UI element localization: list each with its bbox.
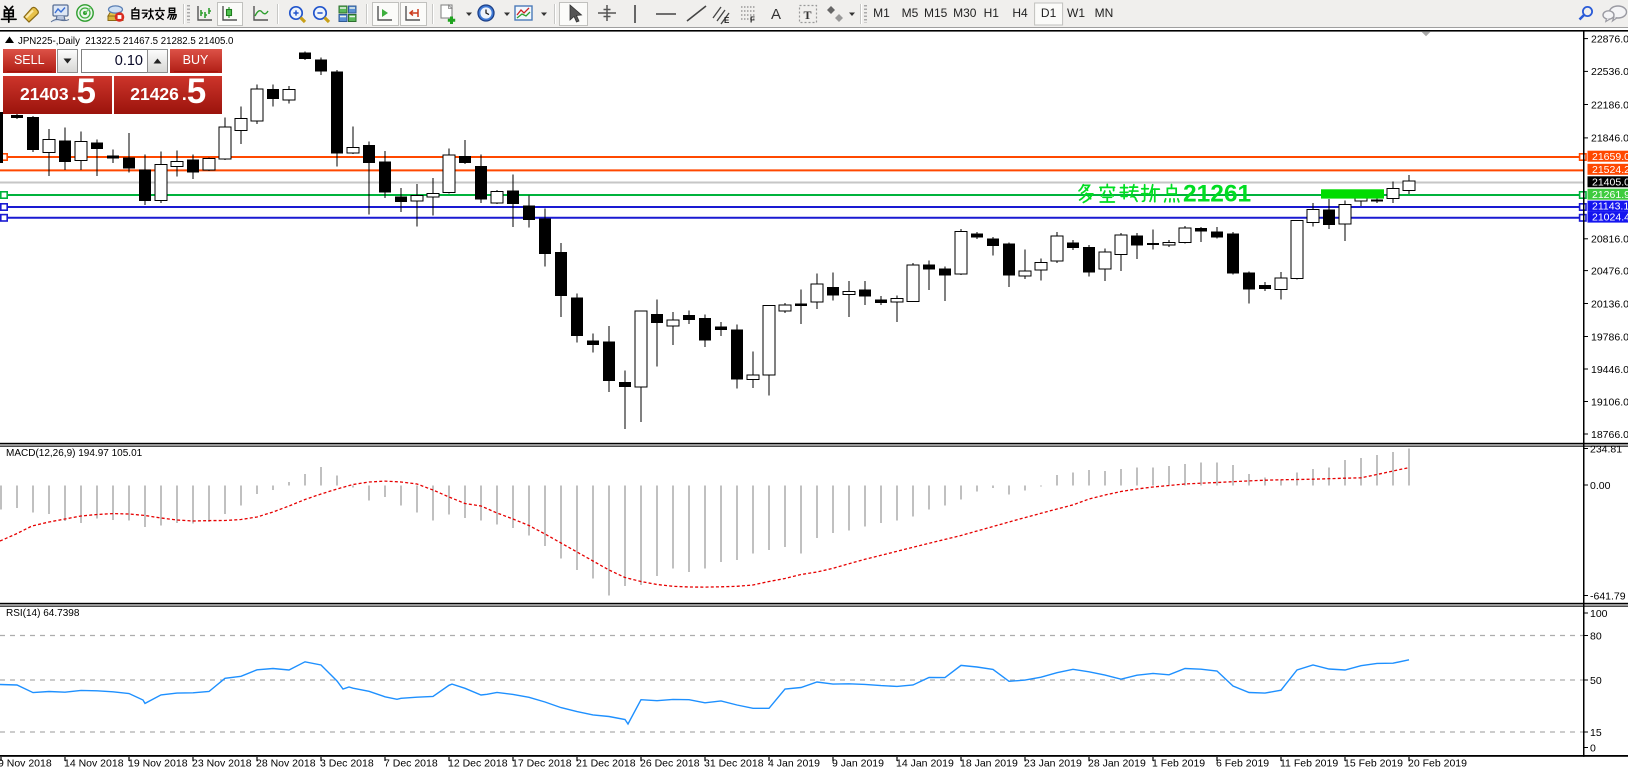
svg-text:JPN225-,Daily 21322.5 21467.5: JPN225-,Daily 21322.5 21467.5 21282.5 21…: [18, 36, 234, 47]
svg-text:21659.0: 21659.0: [1592, 151, 1628, 163]
svg-text:1 Feb 2019: 1 Feb 2019: [1152, 758, 1205, 770]
svg-text:9 Jan 2019: 9 Jan 2019: [832, 758, 884, 770]
svg-text:E: E: [724, 16, 730, 25]
svg-text:11 Feb 2019: 11 Feb 2019: [1280, 758, 1338, 770]
svg-text:4 Jan 2019: 4 Jan 2019: [768, 758, 820, 770]
svg-text:F: F: [750, 16, 755, 25]
svg-text:20816.0: 20816.0: [1591, 234, 1628, 246]
svg-text:21261.9: 21261.9: [1592, 189, 1628, 201]
svg-text:100: 100: [1590, 608, 1608, 620]
svg-text:15 Feb 2019: 15 Feb 2019: [1344, 758, 1403, 770]
svg-text:14 Jan 2019: 14 Jan 2019: [896, 758, 954, 770]
svg-text:RSI(14) 64.7398: RSI(14) 64.7398: [6, 608, 80, 619]
svg-text:80: 80: [1590, 630, 1602, 642]
svg-text:26 Dec 2018: 26 Dec 2018: [640, 758, 700, 770]
svg-text:22186.0: 22186.0: [1591, 99, 1628, 111]
svg-text:23 Jan 2019: 23 Jan 2019: [1024, 758, 1082, 770]
svg-text:20136.0: 20136.0: [1591, 298, 1628, 310]
svg-text:7 Dec 2018: 7 Dec 2018: [384, 758, 438, 770]
svg-text:21 Dec 2018: 21 Dec 2018: [576, 758, 636, 770]
svg-text:17 Dec 2018: 17 Dec 2018: [512, 758, 572, 770]
svg-text:15: 15: [1590, 727, 1602, 739]
svg-text:21846.0: 21846.0: [1591, 133, 1628, 145]
svg-text:50: 50: [1590, 675, 1602, 687]
svg-text:21405.0: 21405.0: [1592, 176, 1628, 188]
svg-text:0.00: 0.00: [1590, 480, 1611, 492]
svg-text:19446.0: 19446.0: [1591, 364, 1628, 376]
svg-text:9 Nov 2018: 9 Nov 2018: [0, 758, 52, 770]
svg-text:23 Nov 2018: 23 Nov 2018: [192, 758, 252, 770]
svg-text:20 Feb 2019: 20 Feb 2019: [1408, 758, 1467, 770]
svg-text:21143.1: 21143.1: [1592, 201, 1628, 213]
svg-text:19106.0: 19106.0: [1591, 396, 1628, 408]
svg-text:21524.2: 21524.2: [1592, 164, 1628, 176]
svg-text:14 Nov 2018: 14 Nov 2018: [64, 758, 124, 770]
svg-text:3 Dec 2018: 3 Dec 2018: [320, 758, 374, 770]
svg-text:28 Jan 2019: 28 Jan 2019: [1088, 758, 1146, 770]
svg-text:-641.79: -641.79: [1590, 590, 1626, 602]
svg-text:6 Feb 2019: 6 Feb 2019: [1216, 758, 1269, 770]
svg-text:12 Dec 2018: 12 Dec 2018: [448, 758, 508, 770]
svg-text:21024.4: 21024.4: [1592, 212, 1628, 224]
svg-text:0: 0: [1590, 742, 1596, 754]
svg-text:19786.0: 19786.0: [1591, 331, 1628, 343]
svg-text:234.81: 234.81: [1590, 443, 1622, 455]
svg-text:T: T: [804, 8, 812, 22]
svg-text:MACD(12,26,9) 194.97 105.01: MACD(12,26,9) 194.97 105.01: [6, 448, 143, 459]
svg-text:18766.0: 18766.0: [1591, 429, 1628, 441]
svg-text:21261: 21261: [1183, 181, 1251, 208]
svg-text:28 Nov 2018: 28 Nov 2018: [256, 758, 316, 770]
svg-text:20476.0: 20476.0: [1591, 265, 1628, 277]
svg-text:19 Nov 2018: 19 Nov 2018: [128, 758, 188, 770]
svg-text:22876.0: 22876.0: [1591, 33, 1628, 45]
svg-text:22536.0: 22536.0: [1591, 66, 1628, 78]
svg-text:18 Jan 2019: 18 Jan 2019: [960, 758, 1018, 770]
svg-text:31 Dec 2018: 31 Dec 2018: [704, 758, 764, 770]
